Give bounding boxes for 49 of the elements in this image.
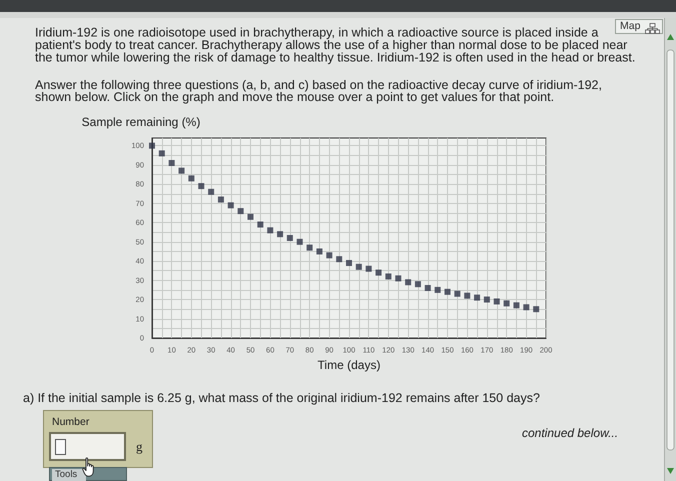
- point: [405, 279, 412, 286]
- point: [248, 214, 254, 220]
- text: a) If the initial sample is 6.25 g, what mass of the original iridium-192 remains after 150 days?: [23, 391, 540, 405]
- point: [395, 275, 402, 282]
- point: [474, 294, 480, 301]
- text: g: [136, 439, 142, 455]
- point: [188, 175, 194, 182]
- point: [513, 302, 520, 308]
- point: [356, 264, 362, 270]
- point: [434, 286, 441, 293]
- point: [336, 256, 342, 262]
- point: [376, 270, 382, 276]
- point: [326, 252, 332, 258]
- point: [158, 150, 165, 156]
- x-axis-title: Time (days): [318, 358, 380, 372]
- point: [454, 290, 460, 297]
- point: [444, 288, 450, 295]
- point: [414, 281, 421, 288]
- point: [198, 183, 204, 190]
- point: [346, 260, 352, 266]
- text: continued below...: [522, 426, 618, 440]
- point: [424, 285, 431, 291]
- point: [238, 208, 244, 214]
- chart-subtitle: Answer the following three questions (a, b, and c) based on the radioactive decay curve of iridium-192, shown below. Click on the graph and move the mouse over a point to get values for that point.: [35, 78, 606, 104]
- point: [277, 231, 284, 238]
- point: [296, 238, 303, 245]
- point: [149, 142, 155, 149]
- point: [178, 168, 185, 174]
- point: [218, 196, 224, 203]
- point: [494, 298, 500, 304]
- text: Map: [620, 20, 640, 32]
- y-axis-title: Sample remaining (%): [82, 115, 200, 129]
- point: [316, 248, 322, 254]
- text: Number: [52, 416, 90, 428]
- point: [306, 244, 313, 251]
- point: [257, 222, 264, 228]
- point: [366, 266, 372, 272]
- point: [504, 300, 510, 306]
- point: [464, 292, 470, 299]
- point: [267, 227, 274, 234]
- point: [286, 235, 293, 241]
- text: Tools: [55, 469, 78, 480]
- point: [208, 188, 214, 195]
- point: [523, 304, 530, 310]
- point: [168, 160, 175, 166]
- point: [385, 273, 392, 280]
- point: [533, 306, 540, 312]
- point: [228, 202, 234, 208]
- point: [484, 296, 490, 303]
